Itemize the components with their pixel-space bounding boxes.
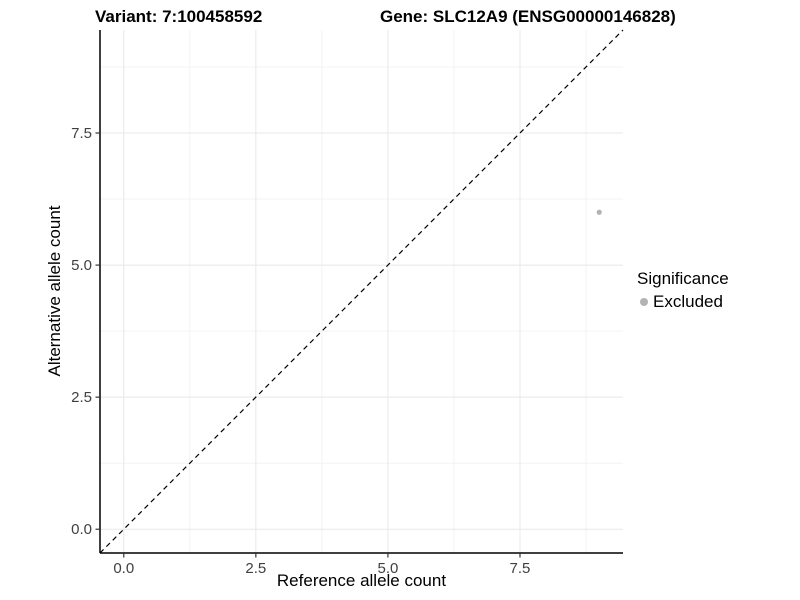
legend-entry-label: Excluded [653,292,723,311]
excluded-marker-icon [640,298,648,306]
legend-title: Significance [637,269,729,288]
y-tick-label: 2.5 [71,389,92,406]
x-axis-title: Reference allele count [276,571,447,590]
x-tick-label: 5.0 [377,560,398,577]
data-point [596,209,602,215]
x-tick-label: 0.0 [113,560,134,577]
x-tick-label: 2.5 [245,560,266,577]
legend-entry-excluded: Excluded [637,292,729,312]
identity-line [99,29,624,554]
y-tick-label: 5.0 [71,257,92,274]
legend: Significance Excluded [637,269,729,312]
y-axis-title: Alternative allele count [45,205,64,377]
gene-title: Gene: SLC12A9 (ENSG00000146828) [380,7,676,26]
y-tick-label: 7.5 [71,125,92,142]
variant-title: Variant: 7:100458592 [95,7,263,26]
x-tick-label: 7.5 [510,560,531,577]
y-tick-label: 0.0 [71,521,92,538]
